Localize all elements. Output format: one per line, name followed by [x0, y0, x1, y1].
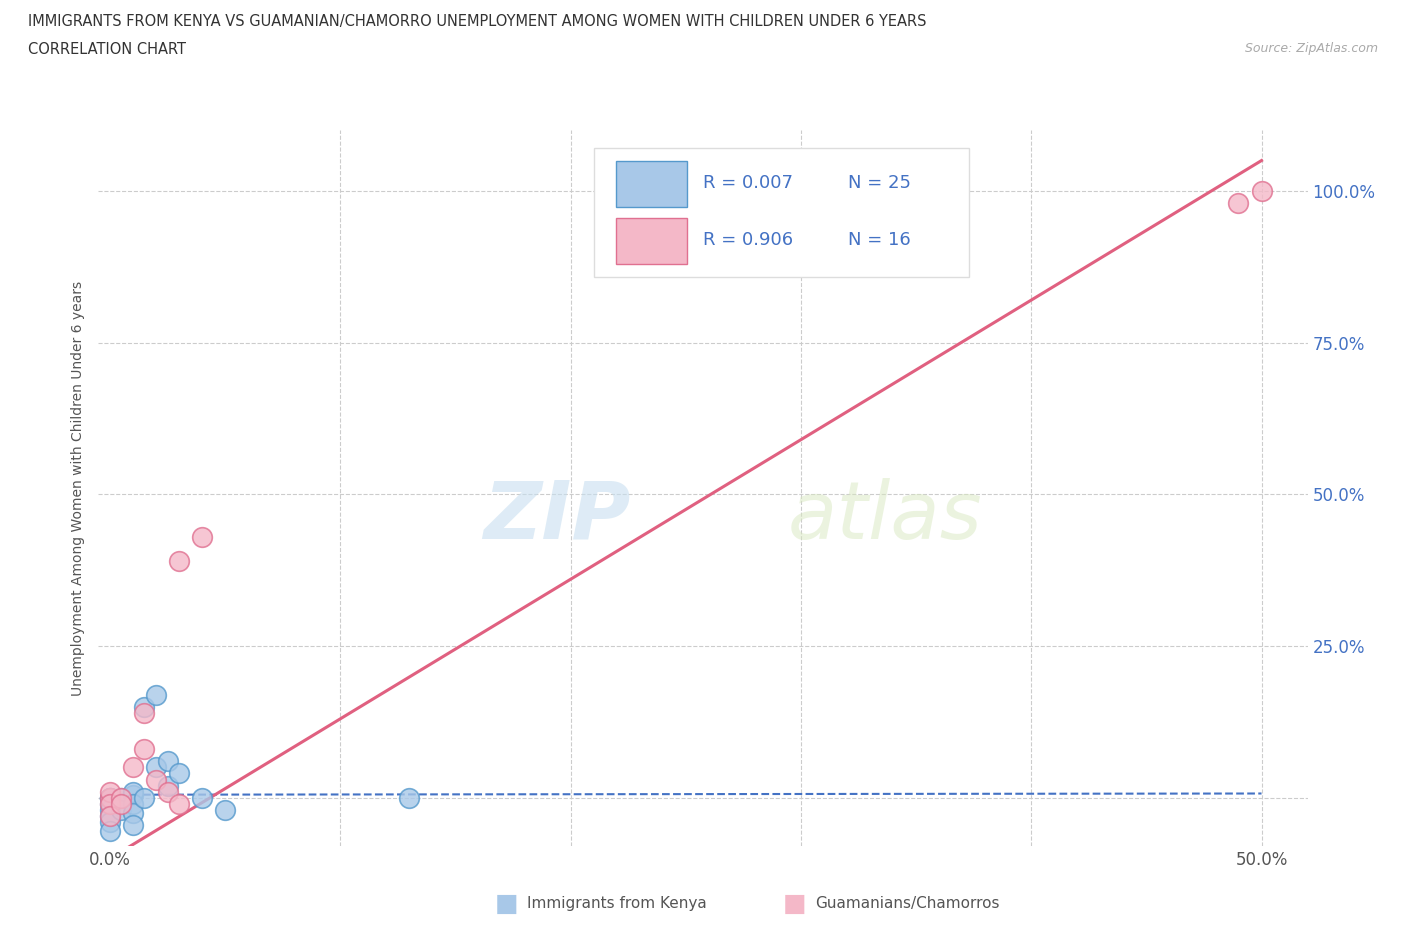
Point — [145, 687, 167, 702]
Text: ZIP: ZIP — [484, 478, 630, 556]
Point — [134, 790, 156, 805]
Text: Immigrants from Kenya: Immigrants from Kenya — [527, 897, 707, 911]
Point — [191, 529, 214, 544]
Point — [110, 790, 132, 805]
Point — [134, 705, 156, 720]
Point — [122, 788, 145, 803]
Point — [156, 754, 179, 769]
Text: atlas: atlas — [787, 478, 983, 556]
Text: ■: ■ — [495, 892, 517, 916]
Point — [98, 824, 121, 839]
Point — [214, 803, 236, 817]
Y-axis label: Unemployment Among Women with Children Under 6 years: Unemployment Among Women with Children U… — [72, 281, 86, 696]
FancyBboxPatch shape — [616, 161, 688, 206]
Point — [145, 760, 167, 775]
Point — [122, 805, 145, 820]
Point — [98, 796, 121, 811]
Point — [191, 790, 214, 805]
Point — [98, 803, 121, 817]
Point — [122, 784, 145, 799]
Point — [1250, 183, 1272, 198]
Text: N = 25: N = 25 — [848, 174, 911, 193]
Point — [98, 790, 121, 805]
Point — [134, 742, 156, 757]
FancyBboxPatch shape — [616, 219, 688, 264]
Point — [98, 790, 121, 805]
Text: IMMIGRANTS FROM KENYA VS GUAMANIAN/CHAMORRO UNEMPLOYMENT AMONG WOMEN WITH CHILDR: IMMIGRANTS FROM KENYA VS GUAMANIAN/CHAMO… — [28, 14, 927, 29]
Point — [98, 808, 121, 823]
Point — [98, 808, 121, 823]
Point — [167, 553, 190, 568]
Text: Source: ZipAtlas.com: Source: ZipAtlas.com — [1244, 42, 1378, 55]
Point — [134, 699, 156, 714]
Point — [145, 772, 167, 787]
Point — [167, 796, 190, 811]
Point — [122, 760, 145, 775]
Point — [398, 790, 420, 805]
Point — [156, 784, 179, 799]
Point — [98, 790, 121, 805]
Point — [110, 790, 132, 805]
Text: N = 16: N = 16 — [848, 232, 911, 249]
Point — [1227, 195, 1250, 210]
Point — [122, 817, 145, 832]
FancyBboxPatch shape — [595, 148, 969, 277]
Text: R = 0.906: R = 0.906 — [703, 232, 793, 249]
Point — [110, 803, 132, 817]
Text: R = 0.007: R = 0.007 — [703, 174, 793, 193]
Point — [98, 784, 121, 799]
Text: CORRELATION CHART: CORRELATION CHART — [28, 42, 186, 57]
Point — [98, 796, 121, 811]
Point — [156, 778, 179, 793]
Point — [110, 796, 132, 811]
Text: ■: ■ — [783, 892, 806, 916]
Point — [167, 766, 190, 781]
Point — [122, 796, 145, 811]
Text: Guamanians/Chamorros: Guamanians/Chamorros — [815, 897, 1000, 911]
Point — [98, 790, 121, 805]
Point — [98, 815, 121, 830]
